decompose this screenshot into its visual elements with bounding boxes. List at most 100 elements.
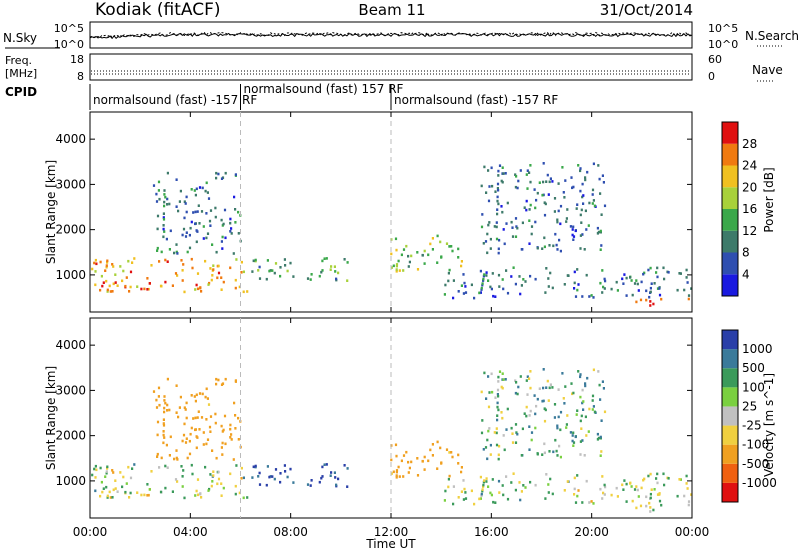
power-cell — [189, 226, 192, 230]
velocity-cell — [495, 443, 499, 447]
power-cell — [631, 293, 634, 297]
power-cell — [136, 285, 139, 288]
power-cell — [431, 237, 434, 240]
power-cell — [196, 287, 200, 291]
power-cell — [658, 293, 662, 297]
power-cell — [91, 267, 94, 271]
colorbar-tick-label: 24 — [742, 159, 757, 173]
power-cell — [581, 195, 584, 199]
velocity-cell — [687, 500, 691, 503]
velocity-cell — [528, 425, 531, 428]
velocity-cell — [279, 472, 282, 475]
velocity-cell — [683, 494, 686, 498]
velocity-cell — [482, 483, 485, 487]
power-cell — [480, 288, 483, 291]
power-cell — [176, 274, 179, 277]
velocity-cell — [346, 467, 349, 470]
power-cell — [515, 175, 518, 178]
velocity-ylabel: Slant Range [km] — [44, 366, 58, 470]
velocity-cell — [557, 388, 560, 391]
power-cell — [496, 187, 499, 190]
power-cell — [266, 259, 269, 262]
power-cell — [195, 240, 198, 244]
colorbar-tick-label: 100 — [742, 380, 765, 394]
power-cells — [91, 162, 692, 307]
power-cell — [150, 264, 153, 267]
velocity-cell — [534, 426, 537, 430]
velocity-cell — [177, 415, 180, 419]
velocity-cell — [511, 441, 515, 444]
velocity-cell — [604, 485, 607, 489]
power-cell — [335, 277, 338, 281]
power-cell — [198, 186, 202, 189]
power-cell — [543, 213, 547, 217]
power-cell — [501, 278, 504, 281]
velocity-cell — [185, 401, 188, 405]
power-cell — [395, 264, 398, 268]
velocity-cell — [394, 443, 398, 447]
power-cell — [557, 182, 560, 185]
power-cell — [405, 244, 408, 248]
velocity-cell — [207, 403, 211, 406]
power-cell — [494, 295, 497, 298]
velocity-cell — [658, 499, 662, 503]
velocity-cell — [346, 485, 349, 488]
velocity-cell — [257, 475, 260, 478]
velocity-cell — [431, 443, 434, 446]
velocity-cell — [487, 429, 490, 433]
power-cell — [400, 253, 403, 257]
power-cell — [237, 210, 240, 214]
power-cell — [633, 282, 637, 285]
power-cell — [603, 204, 607, 208]
velocity-cell — [251, 476, 254, 479]
y-tick-label: 1000 — [55, 474, 86, 488]
velocity-cell — [182, 469, 185, 472]
velocity-cell — [104, 475, 107, 478]
velocity-cell — [551, 492, 554, 496]
power-cell — [452, 296, 455, 300]
velocity-cell — [176, 458, 179, 461]
power-cell — [194, 210, 197, 214]
velocity-cell — [481, 489, 484, 493]
velocity-cell — [106, 496, 109, 499]
velocity-cell — [122, 475, 125, 479]
velocity-cell — [552, 450, 555, 454]
power-cell — [575, 207, 578, 210]
power-cell — [178, 200, 181, 203]
velocity-cell — [636, 488, 639, 492]
power-cell — [542, 162, 545, 165]
velocity-cell — [481, 488, 484, 491]
velocity-cell — [602, 387, 605, 390]
velocity-cell — [635, 485, 638, 488]
velocity-cell — [105, 471, 108, 475]
velocity-cell — [679, 478, 682, 481]
velocity-cell — [521, 427, 524, 431]
power-cell — [649, 300, 652, 303]
power-cell — [223, 208, 227, 212]
power-cell — [529, 164, 532, 167]
power-cell — [572, 238, 575, 241]
colorbar-swatch — [722, 482, 738, 502]
power-cell — [169, 229, 172, 233]
velocity-cell — [183, 496, 186, 500]
power-cell — [194, 193, 197, 197]
velocity-cell — [510, 426, 513, 430]
power-cell — [511, 235, 515, 238]
power-cell — [209, 209, 213, 212]
power-cell — [493, 225, 496, 228]
power-cell — [105, 279, 108, 283]
velocity-cell — [289, 467, 292, 471]
power-cell — [237, 232, 240, 235]
velocity-cell — [217, 470, 220, 474]
velocity-cell — [395, 476, 398, 479]
power-cell — [447, 271, 450, 275]
velocity-cell — [211, 480, 214, 483]
power-cell — [230, 232, 233, 235]
velocity-cell — [506, 497, 510, 501]
velocity-cell — [648, 501, 651, 505]
power-cell — [121, 279, 124, 283]
velocity-cell — [487, 405, 491, 409]
velocity-cell — [559, 455, 562, 459]
power-cell — [215, 250, 218, 254]
power-cell — [574, 229, 577, 233]
